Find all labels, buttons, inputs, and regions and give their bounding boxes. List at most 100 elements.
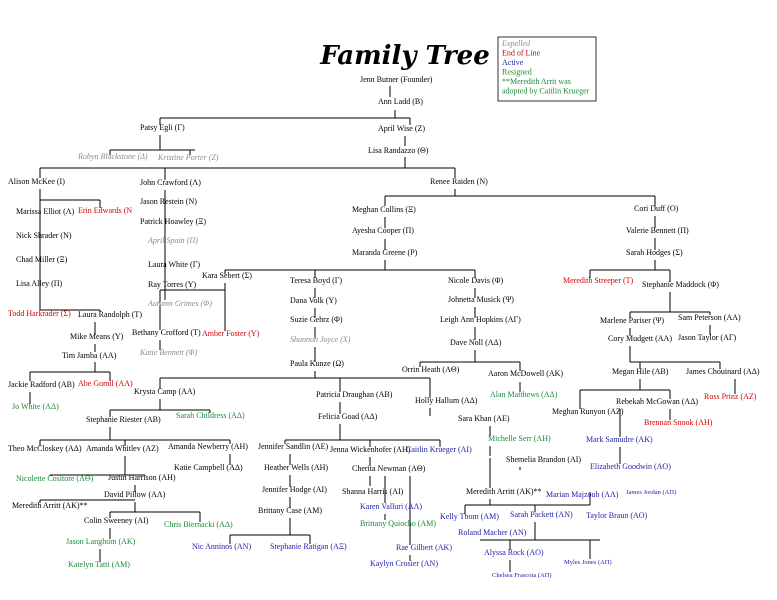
person: Amanda Whitlev (AZ) bbox=[86, 444, 159, 453]
person: Justin Harrison (AH) bbox=[108, 473, 176, 482]
person: Chelsea Frascoia (AΠ) bbox=[492, 572, 552, 579]
person: Colin Sweeney (AI) bbox=[84, 516, 149, 525]
person: Shanna Harris (AI) bbox=[342, 487, 404, 496]
person: Dave Noll (AΔ) bbox=[450, 338, 502, 347]
person: Kristine Porter (Z) bbox=[157, 153, 219, 162]
person: Jason Restein (N) bbox=[140, 197, 197, 206]
person: Jennifer Hodge (AI) bbox=[262, 485, 327, 494]
person: Mark Samudre (AK) bbox=[586, 435, 653, 444]
person: Stephanie Riester (AB) bbox=[86, 415, 161, 424]
person: Meredith Arritt (AK)** bbox=[12, 501, 88, 510]
person: Chris Biernacki (AΔ) bbox=[164, 520, 233, 529]
person: Lisa Randazzo (Θ) bbox=[368, 146, 429, 155]
person: Stephanie Maddock (Φ) bbox=[642, 280, 719, 289]
person: Jenn Butner (Founder) bbox=[360, 75, 433, 84]
person: Rebekah McGowan (AΔ) bbox=[616, 397, 698, 406]
person: Alison McKee (I) bbox=[8, 177, 65, 186]
person: Teresa Boyd (Γ) bbox=[290, 276, 342, 285]
person: Jackie Radford (AB) bbox=[8, 380, 75, 389]
person: Theo McCloskey (AΔ) bbox=[8, 444, 82, 453]
person: Bethany Crofford (T) bbox=[132, 328, 201, 337]
person: Amanda Newberry (AH) bbox=[168, 442, 248, 451]
person: Marlene Pariser (Ψ) bbox=[600, 316, 664, 325]
person: Brennan Snook (AH) bbox=[644, 418, 713, 427]
person: Lisa Alley (Π) bbox=[16, 279, 63, 288]
person: Shemelia Brandon (AI) bbox=[506, 455, 581, 464]
legend-item: End of Line bbox=[502, 49, 541, 58]
person: Taylor Braun (AO) bbox=[586, 511, 648, 520]
person: David Pillow (AΛ) bbox=[104, 490, 166, 499]
person: James Chouinard (AΔ) bbox=[686, 367, 760, 376]
person: Johnetta Musick (Ψ) bbox=[448, 295, 514, 304]
person: Nicolette Cositore (AΘ) bbox=[16, 474, 94, 483]
person: Sarah Hodges (Σ) bbox=[626, 248, 683, 257]
person: Sarah Childress (AΔ) bbox=[176, 411, 245, 420]
person: Cherita Newman (AΘ) bbox=[352, 464, 426, 473]
person: Heather Wells (AH) bbox=[264, 463, 328, 472]
person: John Crawford (Λ) bbox=[140, 178, 201, 187]
person: Elizabeth Goodwin (AO) bbox=[590, 462, 671, 471]
connectors bbox=[29, 86, 736, 572]
person: Kelly Thom (AM) bbox=[440, 512, 499, 521]
person: Ann Ladd (B) bbox=[378, 97, 423, 106]
person: Nicole Davis (Φ) bbox=[448, 276, 504, 285]
legend-item: Resigned bbox=[502, 68, 532, 77]
person: Patrick Hoawley (Ξ) bbox=[140, 217, 206, 226]
person: Sarah Packett (AN) bbox=[510, 510, 573, 519]
person: Brittany Case (AM) bbox=[258, 506, 322, 515]
person: Sara Khan (AE) bbox=[458, 414, 510, 423]
person: Ray Torres (Y) bbox=[148, 280, 197, 289]
person: Marian Majzoub (AΛ) bbox=[546, 490, 619, 499]
person: Katelyn Tatti (AM) bbox=[68, 560, 130, 569]
person: Ross Prinz (AZ) bbox=[704, 392, 757, 401]
legend-item: Active bbox=[502, 58, 524, 67]
nodes: Jenn Butner (Founder) Ann Ladd (B) Patsy E… bbox=[8, 75, 760, 579]
title: Family Tree bbox=[319, 41, 490, 71]
person: Ayesha Cooper (Π) bbox=[352, 226, 414, 235]
person: Paula Kunze (Ω) bbox=[290, 359, 344, 368]
person: Erin Edwards (N bbox=[78, 206, 132, 215]
connector bbox=[29, 86, 736, 572]
person: Krysta Camp (AA) bbox=[134, 387, 196, 396]
person: Tim Jamba (AA) bbox=[62, 351, 117, 360]
person: Cory Mudgett (AA) bbox=[608, 334, 672, 343]
person: Rae Gilbert (AK) bbox=[396, 543, 452, 552]
person: Patricia Draughan (AB) bbox=[316, 390, 393, 399]
person: Brittany Quiocho (AM) bbox=[360, 519, 436, 528]
person: Meredith Streeper (T) bbox=[563, 276, 634, 285]
person: Nic Anninos (AN) bbox=[192, 542, 251, 551]
person: Meghan Collins (Ξ) bbox=[352, 205, 416, 214]
person: James Jordan (AΠ) bbox=[626, 489, 676, 496]
person: Jason Taylor (AΓ) bbox=[678, 333, 736, 342]
person: Orrin Heath (AΘ) bbox=[402, 365, 460, 374]
person: Valerie Bennett (Π) bbox=[626, 226, 689, 235]
person: Maranda Greene (P) bbox=[352, 248, 418, 257]
person: April Spain (Π) bbox=[147, 236, 198, 245]
person: Michelle Serr (AH) bbox=[488, 434, 551, 443]
person: Roland Macher (AN) bbox=[458, 528, 527, 537]
person: Mike Means (Y) bbox=[70, 332, 124, 341]
person: Abe Gomil (AA) bbox=[78, 379, 133, 388]
person: Jo White (AΔ) bbox=[12, 402, 59, 411]
person: Laura White (Γ) bbox=[148, 260, 200, 269]
person: Karen Valluri (AΛ) bbox=[360, 502, 422, 511]
person: Kara Sebert (Σ) bbox=[202, 271, 252, 280]
person: Patsy Egli (Γ) bbox=[140, 123, 185, 132]
legend-box bbox=[497, 36, 597, 102]
person: Felicia Goad (AΔ) bbox=[318, 412, 378, 421]
legend-item: adopted by Caitlin Krueger bbox=[502, 87, 590, 96]
person: Caitlin Krueger (AI) bbox=[406, 445, 472, 454]
person: Shannon Joyce (X) bbox=[290, 335, 351, 344]
person: Alan Matthews (AΔ) bbox=[490, 390, 558, 399]
person: Amber Foster (Y) bbox=[202, 329, 260, 338]
person: Robyn Blackstone (Δ) bbox=[77, 152, 148, 161]
legend-item: Expelled bbox=[501, 39, 531, 48]
person: Katie Campbell (AΔ) bbox=[174, 463, 243, 472]
person: Laura Randolph (T) bbox=[78, 310, 142, 319]
person: Chad Miller (Ξ) bbox=[16, 255, 68, 264]
person: Sam Peterson (AA) bbox=[678, 313, 741, 322]
person: Suzie Gehrz (Φ) bbox=[290, 315, 343, 324]
person: Dana Volk (Y) bbox=[290, 296, 337, 305]
